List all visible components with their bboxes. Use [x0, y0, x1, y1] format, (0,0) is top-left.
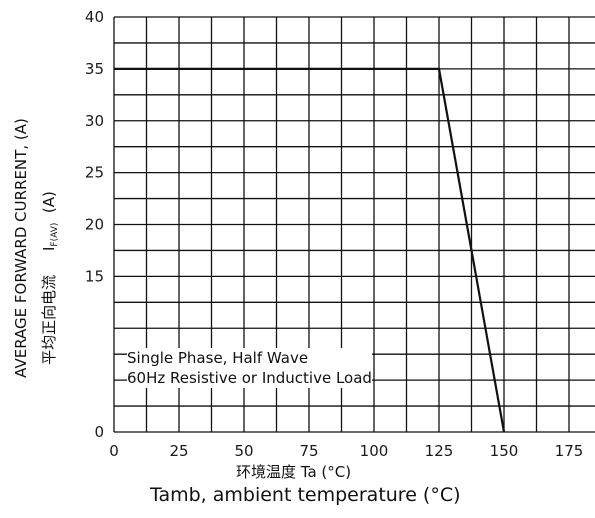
- y-axis-symbol: I: [40, 247, 58, 251]
- y-axis-unit: (A): [40, 191, 58, 213]
- y-axis-title: AVERAGE FORWARD CURRENT, (A): [12, 118, 30, 378]
- y-tick-label: 20: [85, 216, 104, 234]
- x-tick-labels: 0 25 50 75 100 125 150 175: [109, 442, 583, 460]
- series-line-0: [114, 67, 506, 433]
- x-tick-label: 100: [360, 442, 389, 460]
- svg-text:平均正向电流 IF(AV) (A): 平均正向电流 IF(AV) (A): [40, 191, 60, 365]
- y-tick-label: 25: [85, 164, 104, 182]
- y-axis-label-cn: 平均正向电流: [40, 275, 58, 365]
- annotation-box: Single Phase, Half Wave 60Hz Resistive o…: [127, 348, 372, 388]
- x-tick-label: 175: [555, 442, 584, 460]
- x-tick-label: 25: [169, 442, 188, 460]
- x-tick-label: 50: [234, 442, 253, 460]
- x-tick-label: 125: [425, 442, 454, 460]
- x-axis-label: Tamb, ambient temperature (°C): [150, 484, 461, 506]
- y-tick-label: 30: [85, 112, 104, 130]
- x-tick-label: 150: [490, 442, 519, 460]
- y-axis-symbol-sub: F(AV): [50, 223, 60, 247]
- y-axis-label: AVERAGE FORWARD CURRENT, (A): [12, 118, 30, 378]
- y-tick-label: 40: [85, 8, 104, 26]
- x-tick-label: 75: [299, 442, 318, 460]
- x-tick-label: 0: [109, 442, 119, 460]
- annotation-line-1: Single Phase, Half Wave: [127, 349, 309, 367]
- y-tick-label: 35: [85, 60, 104, 78]
- annotation-line-2: 60Hz Resistive or Inductive Load: [127, 369, 372, 387]
- x-axis-label-cn: 环境温度 Ta (°C): [236, 463, 352, 481]
- y-axis-subtitle: 平均正向电流 IF(AV) (A): [40, 191, 60, 365]
- y-tick-labels: 0 15 20 25 30 35 40: [85, 8, 104, 441]
- y-tick-label: 15: [85, 267, 104, 285]
- series: [114, 67, 506, 433]
- y-tick-label: 0: [94, 423, 104, 441]
